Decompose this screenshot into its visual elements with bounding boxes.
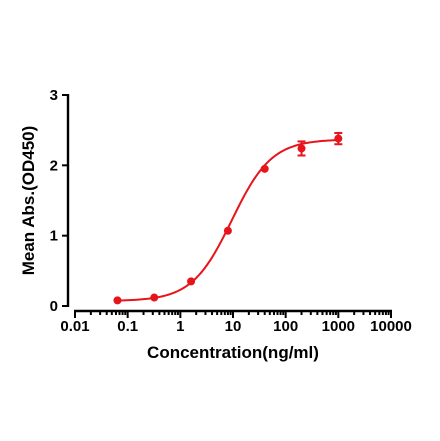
data-point bbox=[297, 144, 306, 153]
data-point bbox=[187, 277, 196, 286]
y-tick-label: 3 bbox=[50, 87, 58, 104]
y-axis-ticks: 0 1 2 3 bbox=[50, 87, 68, 315]
x-tick-label: 100 bbox=[273, 318, 298, 335]
plot-area bbox=[113, 131, 343, 305]
x-tick-label: 1 bbox=[176, 318, 184, 335]
y-tick-label: 1 bbox=[50, 228, 58, 245]
data-point bbox=[113, 296, 122, 305]
data-point bbox=[150, 293, 159, 302]
data-point bbox=[334, 134, 343, 143]
fit-curve bbox=[117, 139, 339, 302]
x-tick-label: 1000 bbox=[322, 318, 355, 335]
y-axis-title: Mean Abs.(OD450) bbox=[19, 126, 38, 276]
axes bbox=[66, 94, 392, 313]
data-point bbox=[223, 226, 232, 235]
y-tick-label: 0 bbox=[50, 298, 58, 315]
y-tick-label: 2 bbox=[50, 157, 58, 174]
x-tick-label: 0.1 bbox=[117, 318, 138, 335]
x-tick-label: 10000 bbox=[370, 318, 412, 335]
x-axis-title: Concentration(ng/ml) bbox=[147, 343, 319, 362]
data-point bbox=[260, 164, 269, 173]
x-tick-label: 0.01 bbox=[60, 318, 89, 335]
x-axis-ticks: 0.01 0.1 1 10 100 1000 10000 bbox=[60, 311, 412, 335]
x-tick-label: 10 bbox=[225, 318, 242, 335]
